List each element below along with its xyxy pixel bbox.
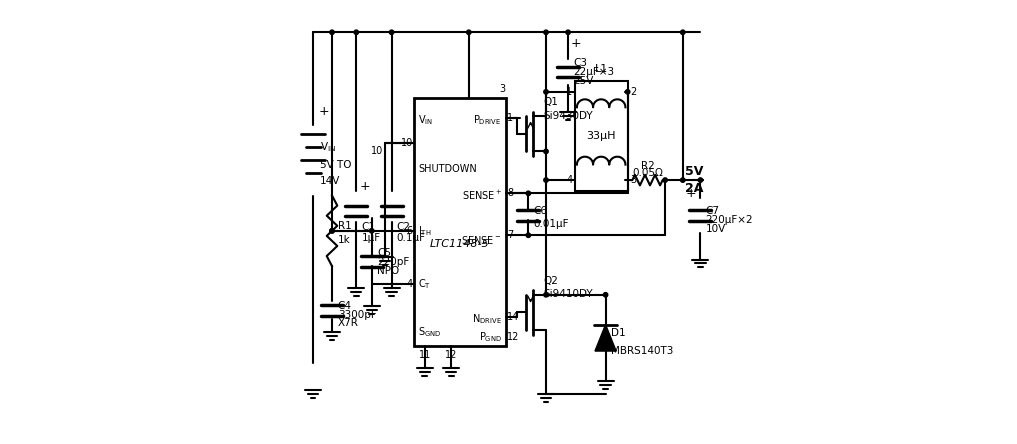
- Text: 0.1μF: 0.1μF: [397, 233, 426, 243]
- Circle shape: [544, 293, 548, 297]
- Text: C4: C4: [338, 301, 352, 311]
- Text: Si9410DY: Si9410DY: [544, 289, 594, 299]
- Circle shape: [625, 90, 630, 94]
- Text: +: +: [571, 37, 581, 50]
- Text: 8: 8: [507, 188, 514, 198]
- Text: $\mathregular{N_{DRIVE}}$: $\mathregular{N_{DRIVE}}$: [472, 312, 501, 326]
- Text: 1: 1: [566, 87, 573, 97]
- Text: R2: R2: [641, 161, 654, 171]
- Circle shape: [369, 229, 374, 233]
- Text: Q2: Q2: [544, 276, 558, 286]
- Text: 3: 3: [498, 84, 505, 94]
- Text: C2: C2: [397, 222, 411, 232]
- Text: C3: C3: [574, 58, 588, 68]
- Circle shape: [565, 30, 571, 35]
- Circle shape: [603, 293, 608, 297]
- Text: $\mathregular{S_{GND}}$: $\mathregular{S_{GND}}$: [418, 325, 441, 339]
- Text: C5: C5: [377, 248, 392, 258]
- Text: 10: 10: [370, 146, 382, 156]
- Text: 5V: 5V: [685, 165, 704, 178]
- Circle shape: [390, 30, 394, 35]
- Text: 220μF×2: 220μF×2: [706, 215, 754, 225]
- Text: C7: C7: [706, 206, 720, 216]
- Text: 10V: 10V: [706, 224, 726, 234]
- Text: Si9430DY: Si9430DY: [544, 111, 594, 120]
- Circle shape: [354, 30, 358, 35]
- Circle shape: [544, 178, 548, 182]
- Text: L1: L1: [595, 64, 608, 74]
- Circle shape: [699, 178, 703, 182]
- Circle shape: [467, 30, 471, 35]
- Circle shape: [526, 191, 531, 195]
- Circle shape: [680, 178, 685, 182]
- Text: 0.05Ω: 0.05Ω: [632, 168, 663, 178]
- Text: 33μH: 33μH: [587, 131, 616, 141]
- Circle shape: [526, 233, 531, 238]
- Circle shape: [330, 229, 335, 233]
- Text: 25V: 25V: [574, 76, 594, 86]
- Text: +: +: [685, 187, 696, 200]
- Text: $\mathregular{SENSE^+}$: $\mathregular{SENSE^+}$: [462, 189, 501, 202]
- Text: 2A: 2A: [685, 182, 704, 195]
- Text: 220pF: 220pF: [377, 257, 410, 267]
- Text: 14: 14: [507, 312, 520, 322]
- Text: MBRS140T3: MBRS140T3: [611, 346, 673, 356]
- Text: 1: 1: [507, 113, 514, 123]
- Circle shape: [330, 30, 335, 35]
- Text: NPO: NPO: [377, 266, 400, 276]
- Text: 11: 11: [419, 350, 431, 360]
- Circle shape: [544, 30, 548, 35]
- Text: D1: D1: [611, 329, 625, 338]
- Text: $\mathregular{P_{GND}}$: $\mathregular{P_{GND}}$: [479, 330, 501, 344]
- Text: $\mathregular{I_{TH}}$: $\mathregular{I_{TH}}$: [418, 224, 431, 238]
- Text: 0.01μF: 0.01μF: [534, 219, 570, 229]
- Text: 14V: 14V: [319, 176, 340, 186]
- Text: $\mathregular{P_{DRIVE}}$: $\mathregular{P_{DRIVE}}$: [474, 114, 501, 127]
- Text: SHUTDOWN: SHUTDOWN: [418, 164, 477, 174]
- Text: $\mathregular{V_{IN}}$: $\mathregular{V_{IN}}$: [319, 140, 336, 154]
- Text: 22μF×3: 22μF×3: [574, 67, 614, 77]
- Text: R1: R1: [338, 222, 352, 231]
- Text: 10: 10: [401, 138, 413, 147]
- Text: 12: 12: [507, 332, 520, 342]
- Text: 3300pF: 3300pF: [338, 309, 376, 320]
- Bar: [414, 99, 506, 345]
- Text: C6: C6: [534, 206, 547, 216]
- Text: +: +: [318, 105, 328, 118]
- Circle shape: [544, 90, 548, 94]
- Text: 4: 4: [566, 175, 573, 185]
- Text: X7R: X7R: [338, 318, 359, 329]
- Text: 1k: 1k: [338, 234, 351, 245]
- Text: 3: 3: [630, 175, 636, 185]
- Text: 5V TO: 5V TO: [319, 160, 351, 170]
- Text: 7: 7: [507, 230, 514, 240]
- Text: 6: 6: [407, 226, 413, 236]
- Text: C1: C1: [362, 222, 375, 232]
- Text: $\mathregular{C_T}$: $\mathregular{C_T}$: [418, 277, 431, 291]
- Circle shape: [663, 178, 667, 182]
- Text: Q1: Q1: [544, 97, 558, 107]
- Text: 1μF: 1μF: [362, 233, 380, 243]
- Text: $\mathregular{V_{IN}}$: $\mathregular{V_{IN}}$: [418, 114, 433, 127]
- Circle shape: [680, 30, 685, 35]
- Circle shape: [544, 149, 548, 154]
- Text: 4: 4: [407, 279, 413, 289]
- Circle shape: [330, 229, 335, 233]
- Bar: [575, 81, 627, 191]
- Text: LTC1148-5: LTC1148-5: [430, 239, 490, 249]
- Text: 12: 12: [445, 350, 458, 360]
- Text: 2: 2: [630, 87, 636, 97]
- Text: +: +: [360, 180, 370, 193]
- Polygon shape: [595, 325, 616, 351]
- Text: $\mathregular{SENSE^-}$: $\mathregular{SENSE^-}$: [462, 234, 501, 246]
